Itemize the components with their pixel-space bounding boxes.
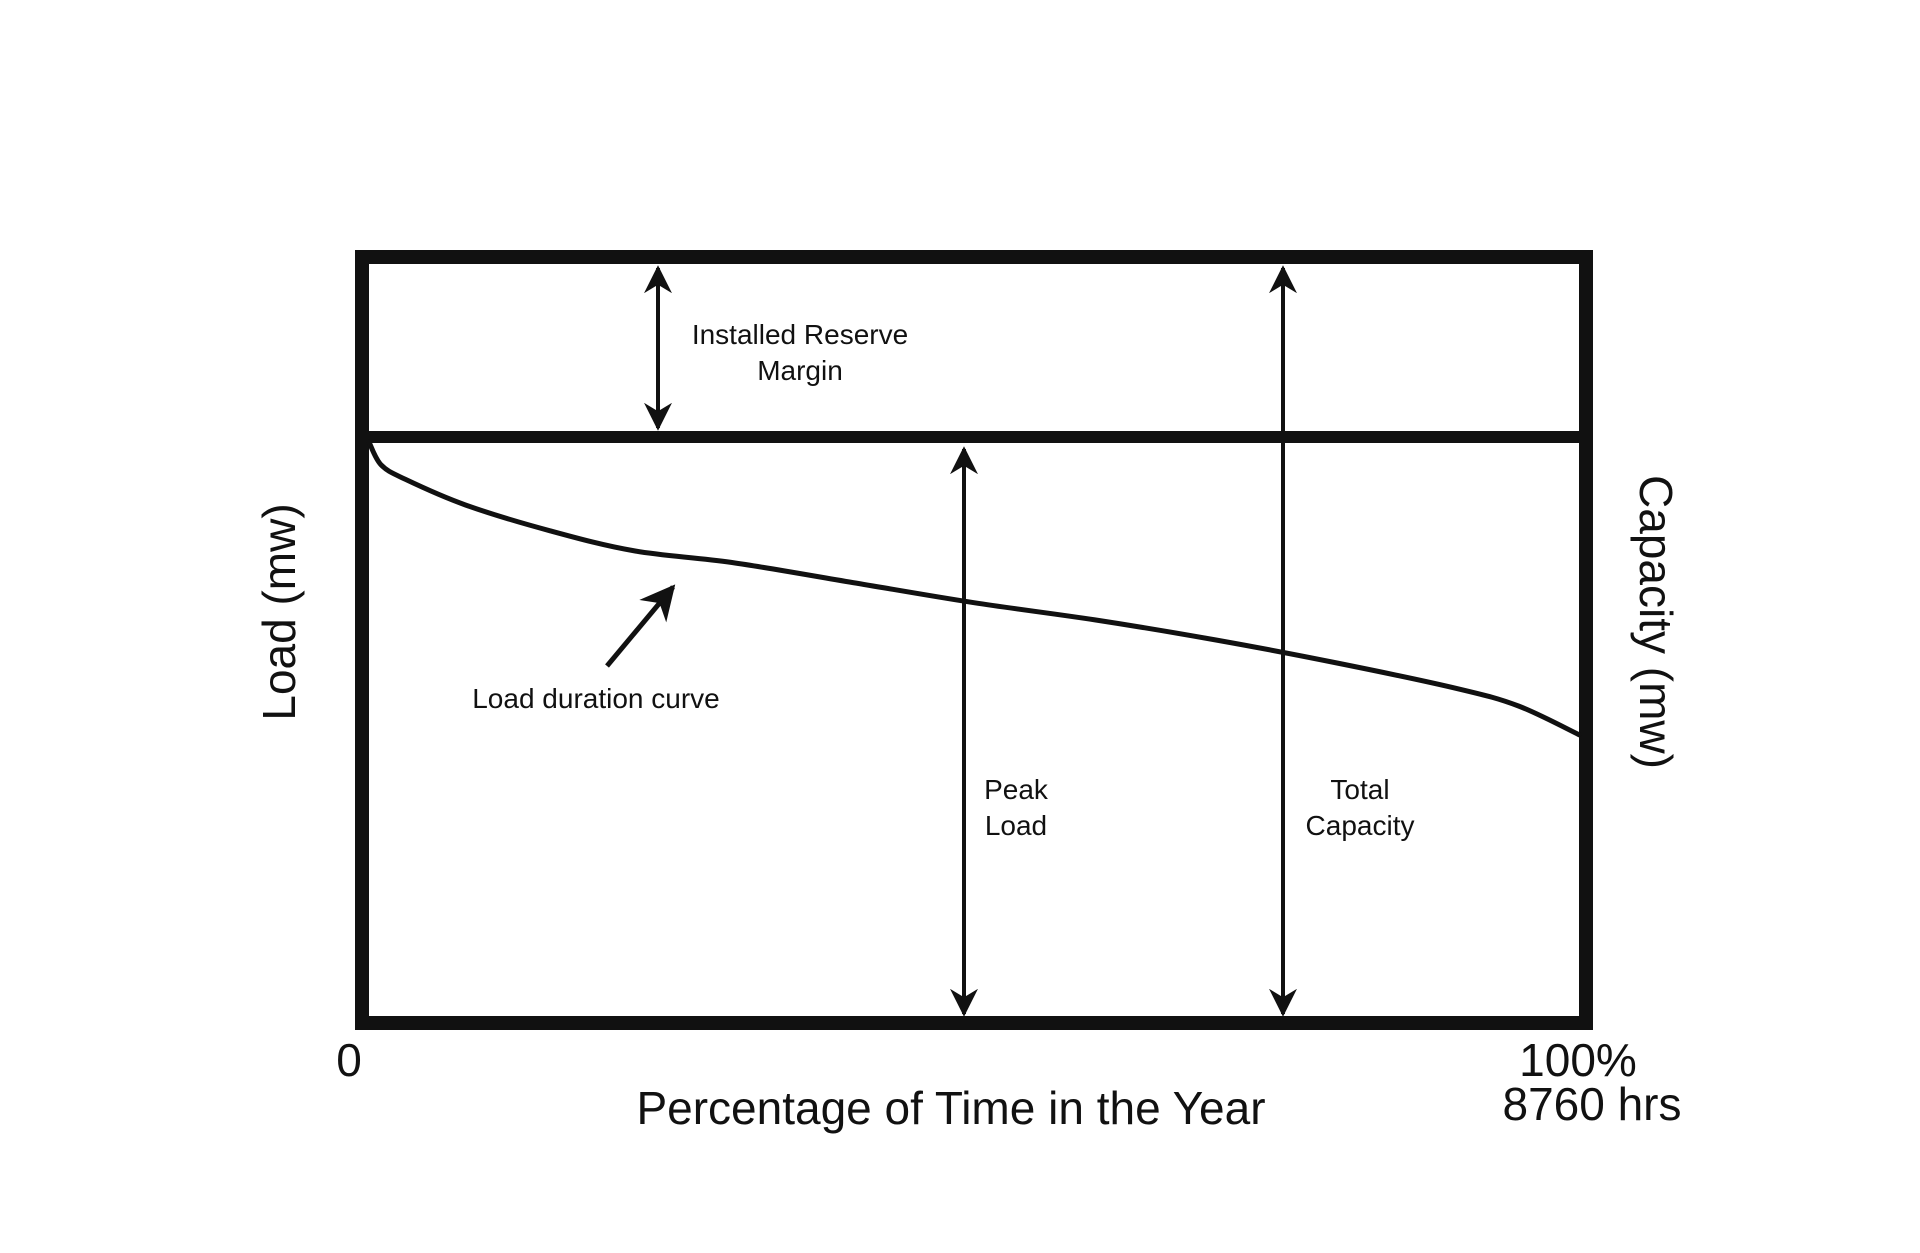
peak-load-label-line1: Peak <box>984 774 1049 805</box>
y-axis-left-label: Load (mw) <box>253 503 305 720</box>
total-capacity-label-line1: Total <box>1330 774 1389 805</box>
peak-load-label-line2: Load <box>985 810 1047 841</box>
curve-label: Load duration curve <box>472 683 720 714</box>
total-capacity-label-line2: Capacity <box>1306 810 1415 841</box>
x-axis-end-hours-label: 8760 hrs <box>1502 1078 1681 1130</box>
x-axis-end-percent-label: 100% <box>1519 1034 1637 1086</box>
load-duration-curve <box>366 439 1582 738</box>
x-axis-title: Percentage of Time in the Year <box>636 1082 1265 1134</box>
x-axis-start-label: 0 <box>336 1034 362 1086</box>
reserve-margin-label-line1: Installed Reserve <box>692 319 908 350</box>
y-axis-right-label: Capacity (mw) <box>1630 475 1682 769</box>
reserve-margin-label-line2: Margin <box>757 355 843 386</box>
curve-pointer-arrow <box>605 584 676 668</box>
capacity-frame <box>355 250 1593 1030</box>
